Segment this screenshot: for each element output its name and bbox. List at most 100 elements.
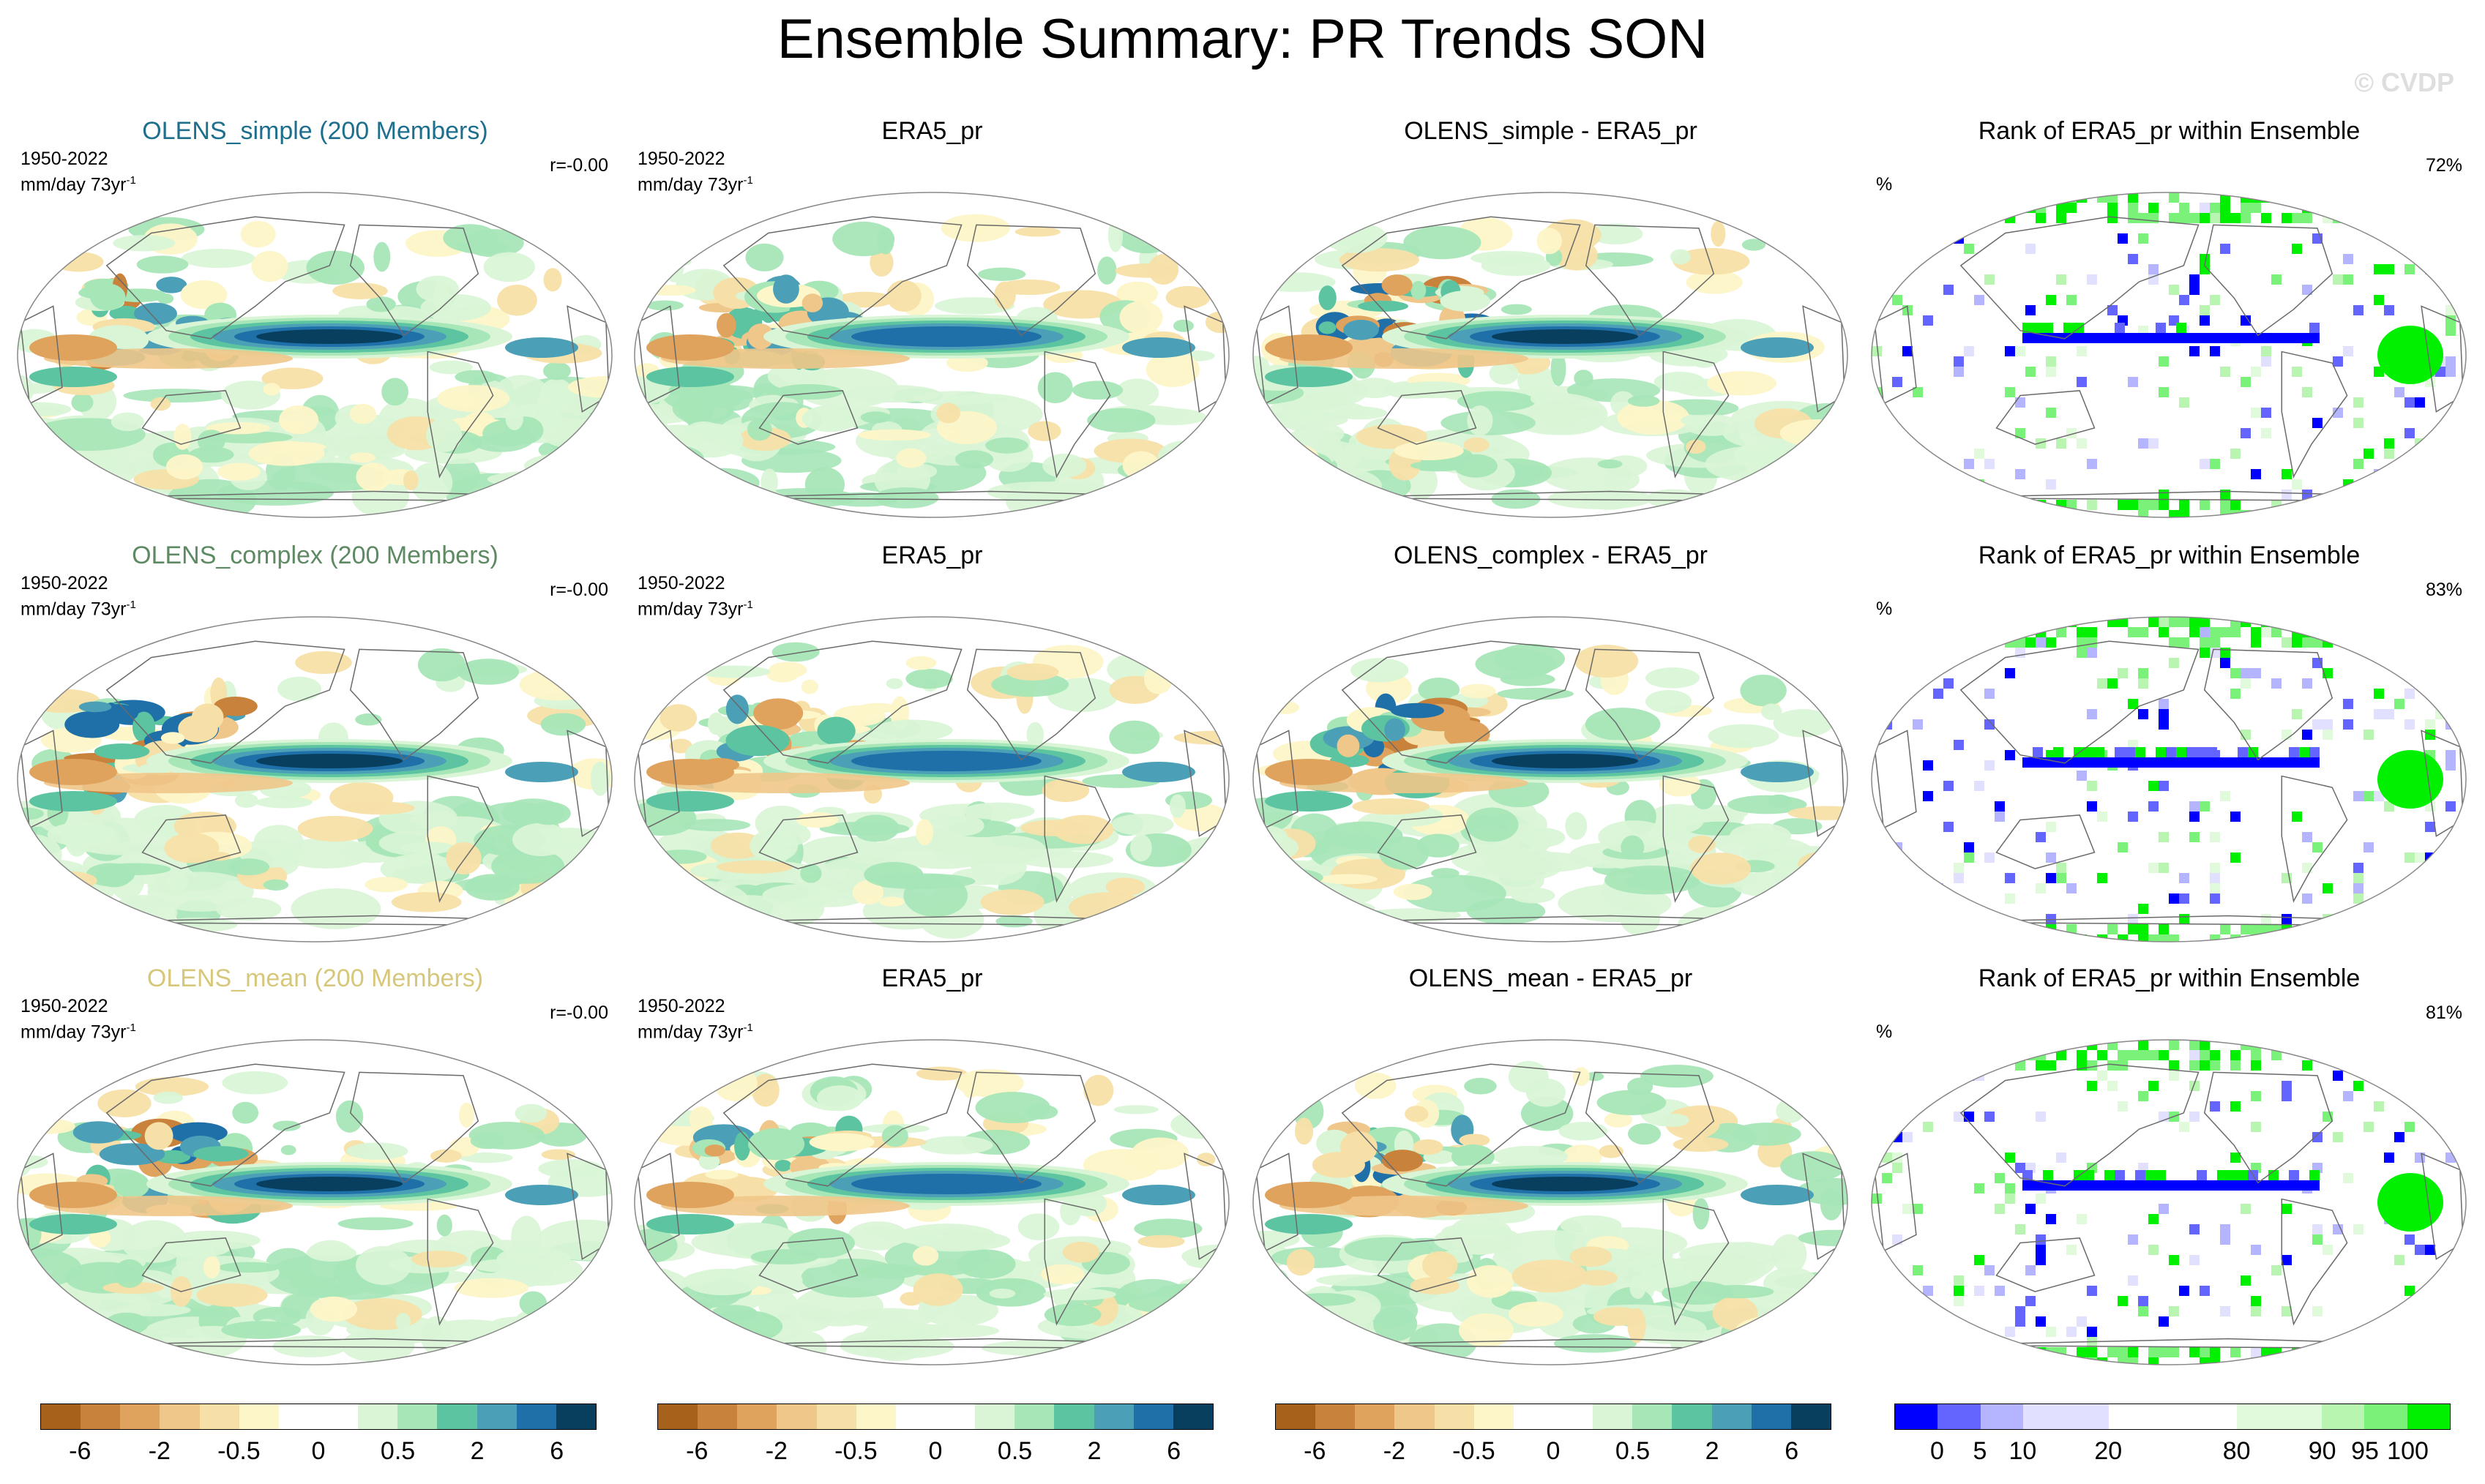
colorbar-tick-label: 20 xyxy=(2094,1437,2123,1465)
colorbar-swatch xyxy=(239,1404,279,1429)
map-panel-ensemble: OLENS_simple (200 Members) 1950-2022 mm/da… xyxy=(6,117,624,534)
colorbar-swatch xyxy=(2364,1404,2407,1429)
colorbar-swatches xyxy=(40,1404,597,1430)
colorbar-swatch xyxy=(1473,1404,1514,1429)
colorbar-rank: 0 5 10 20 80 90 95 100 xyxy=(1894,1404,2451,1484)
colorbar-tick-label: 6 xyxy=(1785,1437,1799,1465)
colorbar-swatch xyxy=(2407,1404,2451,1429)
colorbar-tick-label: 0.5 xyxy=(1615,1437,1651,1465)
colorbar-tick-label: 95 xyxy=(2351,1437,2379,1465)
percent-unit-label: % xyxy=(1876,174,1893,195)
colorbar-swatch xyxy=(477,1404,517,1429)
colorbar-swatches xyxy=(1894,1404,2451,1430)
colorbar-tick-label: 0.5 xyxy=(380,1437,416,1465)
colorbar-tick-label: 2 xyxy=(470,1437,485,1465)
colorbar-swatch xyxy=(2066,1404,2109,1429)
colorbar-swatch xyxy=(437,1404,477,1429)
colorbar-swatch xyxy=(1434,1404,1474,1429)
rank-map xyxy=(1871,1039,2467,1365)
units-exponent: -1 xyxy=(743,599,753,611)
colorbar-swatch xyxy=(1980,1404,2023,1429)
colorbar-swatch xyxy=(1394,1404,1435,1429)
colorbar-tick-label: 2 xyxy=(1087,1437,1102,1465)
colorbar-tick-label: 0 xyxy=(928,1437,943,1465)
map-panel-obs: ERA5_pr 1950-2022 mm/day 73yr-1 xyxy=(623,964,1241,1382)
colorbar-tick-label: 6 xyxy=(550,1437,564,1465)
period-label: 1950-2022 xyxy=(20,149,108,169)
trend-map xyxy=(17,1039,613,1365)
colorbar-tick-label: -6 xyxy=(686,1437,709,1465)
colorbar-swatch xyxy=(777,1404,817,1429)
panel-title: Rank of ERA5_pr within Ensemble xyxy=(1978,964,2361,992)
colorbar-tick-label: 0 xyxy=(1546,1437,1561,1465)
colorbar-swatch xyxy=(1513,1404,1553,1429)
map-panel-rank: Rank of ERA5_pr within Ensemble% 81% xyxy=(1860,964,2478,1382)
colorbar-tick-label: 5 xyxy=(1973,1437,1987,1465)
colorbar-swatch xyxy=(1133,1404,1173,1429)
colorbar-swatch xyxy=(1895,1404,1938,1429)
colorbar-swatch xyxy=(278,1404,318,1429)
units-exponent: -1 xyxy=(126,1022,136,1034)
panel-title: Rank of ERA5_pr within Ensemble xyxy=(1978,541,2361,569)
colorbar-tick-label: 6 xyxy=(1167,1437,1181,1465)
colorbar-swatch xyxy=(2194,1404,2237,1429)
colorbar-swatch xyxy=(1790,1404,1831,1429)
colorbar-swatch xyxy=(1672,1404,1712,1429)
map-panel-rank: Rank of ERA5_pr within Ensemble% 72% xyxy=(1860,117,2478,534)
units-label: mm/day 73yr xyxy=(20,1022,127,1043)
colorbar-swatch xyxy=(895,1404,935,1429)
panel-title: ERA5_pr xyxy=(881,117,983,145)
colorbar-swatch xyxy=(737,1404,777,1429)
correlation-label: r=-0.00 xyxy=(550,1003,608,1023)
rank-percent-label: 81% xyxy=(2425,1003,2462,1023)
colorbar-tick-label: 90 xyxy=(2308,1437,2336,1465)
units-exponent: -1 xyxy=(743,1022,753,1034)
colorbar-trend-1: -6 -2 -0.5 0 0.5 2 6 xyxy=(40,1404,597,1484)
colorbar-swatch xyxy=(1937,1404,1981,1429)
colorbar-swatch xyxy=(81,1404,121,1429)
colorbar-swatches xyxy=(1275,1404,1831,1430)
colorbar-swatch xyxy=(556,1404,596,1429)
colorbar-tick-label: 80 xyxy=(2222,1437,2251,1465)
panel-title: ERA5_pr xyxy=(881,964,983,992)
correlation-label: r=-0.00 xyxy=(550,155,608,176)
panel-title: OLENS_complex (200 Members) xyxy=(132,541,498,569)
colorbar-swatch xyxy=(1014,1404,1055,1429)
colorbar-swatch xyxy=(318,1404,359,1429)
units-label: mm/day 73yr xyxy=(20,174,127,195)
colorbar-swatch xyxy=(975,1404,1015,1429)
units-exponent: -1 xyxy=(743,174,753,187)
units-label: mm/day 73yr xyxy=(638,174,744,195)
colorbar-swatch xyxy=(1094,1404,1134,1429)
trend-map xyxy=(1252,192,1848,518)
units-label: mm/day 73yr xyxy=(20,599,127,620)
colorbar-tick-label: -2 xyxy=(765,1437,788,1465)
panel-title: OLENS_complex - ERA5_pr xyxy=(1394,541,1708,569)
trend-map xyxy=(1252,616,1848,943)
period-label: 1950-2022 xyxy=(20,573,108,593)
colorbar-tick-label: 100 xyxy=(2387,1437,2429,1465)
colorbar-swatch xyxy=(1355,1404,1395,1429)
panel-title: OLENS_simple (200 Members) xyxy=(142,117,488,145)
period-label: 1950-2022 xyxy=(638,573,725,593)
rank-percent-label: 72% xyxy=(2425,155,2462,176)
trend-map xyxy=(634,1039,1230,1365)
colorbar-swatch xyxy=(41,1404,81,1429)
trend-map xyxy=(634,192,1230,518)
colorbar-swatch xyxy=(935,1404,976,1429)
cvdp-watermark: © CVDP xyxy=(2354,67,2454,97)
colorbar-tick-label: 2 xyxy=(1705,1437,1719,1465)
colorbar-swatch xyxy=(160,1404,200,1429)
map-panel-obs: ERA5_pr 1950-2022 mm/day 73yr-1 xyxy=(623,541,1241,959)
colorbar-swatch xyxy=(1173,1404,1213,1429)
colorbar-swatch xyxy=(1054,1404,1094,1429)
colorbar-swatch xyxy=(698,1404,738,1429)
period-units-label: 1950-2022 mm/day 73yr-1 xyxy=(20,572,136,620)
colorbar-swatch xyxy=(1552,1404,1593,1429)
colorbar-swatch xyxy=(1315,1404,1356,1429)
colorbar-swatch xyxy=(2279,1404,2323,1429)
panel-title: OLENS_mean (200 Members) xyxy=(146,964,484,992)
colorbar-swatch xyxy=(1593,1404,1633,1429)
colorbar-tick-label: -2 xyxy=(1383,1437,1405,1465)
rank-percent-label: 83% xyxy=(2425,580,2462,600)
